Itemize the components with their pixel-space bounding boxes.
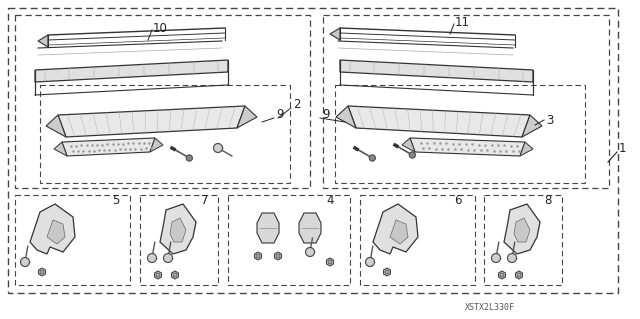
Text: 1: 1 [618,142,626,154]
Text: 9: 9 [276,108,284,122]
Circle shape [256,254,260,258]
Bar [140,195,218,285]
Circle shape [517,273,521,277]
Polygon shape [62,138,155,156]
Circle shape [173,273,177,277]
Circle shape [328,260,332,264]
Text: XSTX2L330F: XSTX2L330F [465,303,515,313]
Polygon shape [330,28,340,40]
Polygon shape [514,218,530,242]
Polygon shape [402,138,415,152]
Polygon shape [390,220,408,244]
Polygon shape [35,60,228,82]
Bar [484,195,562,285]
Polygon shape [275,252,282,260]
Polygon shape [340,60,533,82]
Polygon shape [30,204,75,254]
Polygon shape [257,213,279,243]
Polygon shape [348,106,530,137]
Polygon shape [154,271,161,279]
Polygon shape [504,204,540,254]
Bar [15,195,130,285]
Polygon shape [58,106,245,137]
Polygon shape [38,35,48,47]
Text: 9: 9 [323,108,330,122]
Polygon shape [373,204,418,254]
Circle shape [410,152,415,158]
Text: 8: 8 [544,194,552,206]
Bar [40,85,290,183]
Polygon shape [522,115,542,137]
Text: 4: 4 [326,194,333,206]
Polygon shape [54,142,67,156]
Text: 6: 6 [454,194,461,206]
Polygon shape [46,115,66,137]
Polygon shape [47,220,65,244]
Polygon shape [520,142,533,156]
Polygon shape [383,268,390,276]
Bar [360,195,475,285]
Polygon shape [255,252,262,260]
Polygon shape [299,213,321,243]
Circle shape [500,273,504,277]
Circle shape [156,273,160,277]
Bar [8,8,618,293]
Polygon shape [516,271,522,279]
Bar [323,15,609,188]
Circle shape [369,155,375,161]
Circle shape [147,254,157,263]
Circle shape [40,270,44,274]
Polygon shape [38,268,45,276]
Circle shape [276,254,280,258]
Polygon shape [326,258,333,266]
Text: 11: 11 [454,16,470,28]
Circle shape [305,248,314,256]
Polygon shape [150,138,163,152]
Bar [228,195,350,285]
Text: 2: 2 [293,99,301,112]
Circle shape [492,254,500,263]
Circle shape [214,144,223,152]
Polygon shape [170,218,186,242]
Text: 5: 5 [112,194,120,206]
Bar [15,15,310,188]
Polygon shape [160,204,196,254]
Bar [335,85,585,183]
Circle shape [385,270,389,274]
Circle shape [186,155,193,161]
Text: 3: 3 [547,114,554,127]
Polygon shape [172,271,179,279]
Circle shape [508,254,516,263]
Text: 7: 7 [201,194,209,206]
Polygon shape [410,138,525,156]
Text: 10: 10 [152,21,168,34]
Polygon shape [336,106,356,128]
Circle shape [20,257,29,266]
Polygon shape [499,271,506,279]
Circle shape [163,254,173,263]
Polygon shape [237,106,257,128]
Circle shape [365,257,374,266]
